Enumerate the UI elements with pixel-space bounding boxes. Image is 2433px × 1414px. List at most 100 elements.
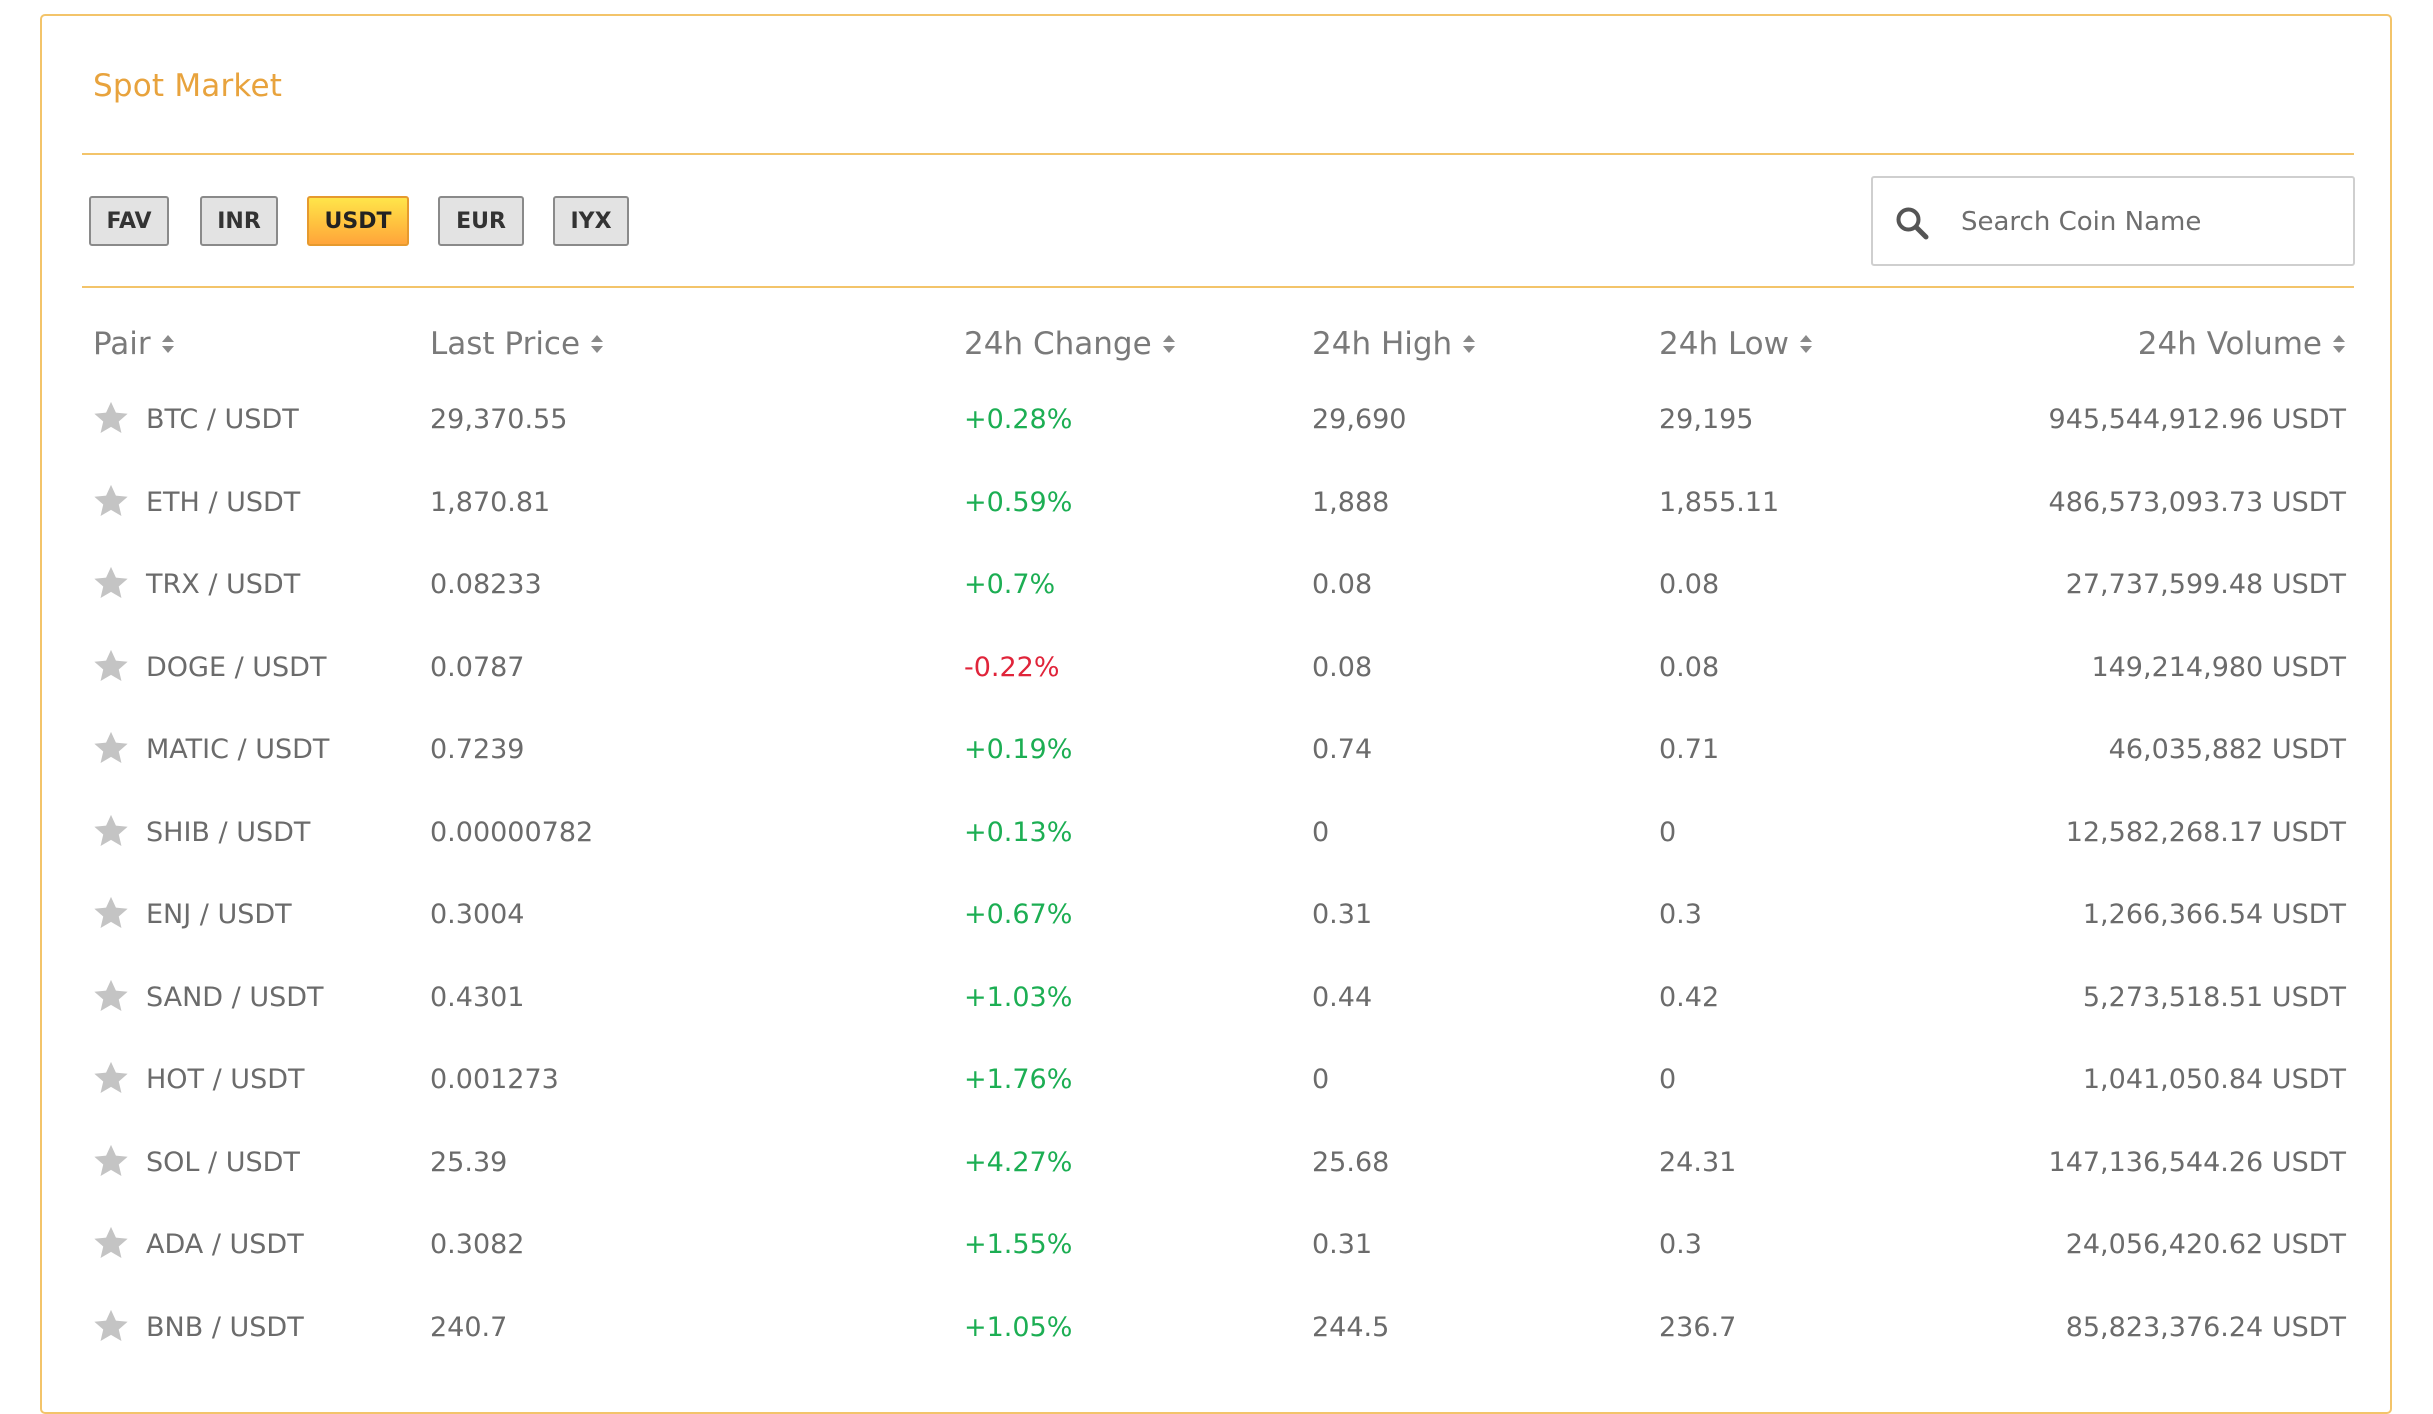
high-24h: 0 — [1312, 816, 1330, 848]
sort-icon — [161, 335, 174, 353]
high-24h: 0 — [1312, 1064, 1330, 1095]
column-header-24h-high[interactable]: 24h High — [1312, 326, 1476, 362]
favorite-star-icon[interactable] — [92, 1224, 130, 1262]
spot-market-panel: Spot Market FAV INR USDT EUR IYX Pair La… — [40, 14, 2392, 1414]
column-header-label: 24h Change — [964, 326, 1152, 362]
favorite-star-icon[interactable] — [92, 1307, 130, 1345]
pair-name[interactable]: ETH / USDT — [146, 486, 301, 518]
column-header-pair[interactable]: Pair — [93, 326, 175, 362]
sort-icon — [1800, 335, 1812, 353]
favorite-star-icon[interactable] — [92, 1059, 130, 1097]
pair-name[interactable]: BTC / USDT — [146, 404, 299, 435]
high-24h: 244.5 — [1312, 1311, 1390, 1343]
table-row[interactable]: DOGE / USDT 0.0787 -0.22% 0.08 0.08 149,… — [42, 649, 2394, 735]
low-24h: 1,855.11 — [1659, 486, 1780, 518]
volume-24h: 24,056,420.62 USDT — [2065, 1229, 2346, 1260]
column-header-label: 24h High — [1312, 326, 1453, 362]
sort-icon — [2333, 335, 2345, 353]
pair-name[interactable]: SAND / USDT — [146, 981, 324, 1013]
change-24h: +1.76% — [964, 1064, 1073, 1095]
last-price: 0.00000782 — [430, 816, 594, 848]
favorite-star-icon[interactable] — [92, 564, 130, 602]
column-header-last-price[interactable]: Last Price — [430, 326, 604, 362]
last-price: 0.4301 — [430, 981, 525, 1013]
sort-icon — [1463, 335, 1476, 353]
pair-name[interactable]: MATIC / USDT — [146, 734, 330, 765]
tab-fav[interactable]: FAV — [89, 196, 169, 246]
tab-iyx[interactable]: IYX — [553, 196, 629, 246]
tab-usdt[interactable]: USDT — [307, 196, 409, 246]
pair-name[interactable]: SHIB / USDT — [146, 816, 311, 848]
volume-24h: 12,582,268.17 USDT — [2065, 816, 2346, 848]
column-header-label: Last Price — [430, 326, 581, 362]
volume-24h: 46,035,882 USDT — [2108, 734, 2346, 765]
pair-name[interactable]: ENJ / USDT — [146, 899, 292, 930]
table-row[interactable]: BTC / USDT 29,370.55 +0.28% 29,690 29,19… — [42, 401, 2394, 487]
pair-name[interactable]: TRX / USDT — [146, 569, 301, 600]
favorite-star-icon[interactable] — [92, 729, 130, 767]
change-24h: +0.13% — [964, 816, 1073, 848]
favorite-star-icon[interactable] — [92, 977, 130, 1015]
change-24h: +0.67% — [964, 899, 1073, 930]
last-price: 1,870.81 — [430, 486, 551, 518]
change-24h: +1.05% — [964, 1311, 1073, 1343]
table-row[interactable]: TRX / USDT 0.08233 +0.7% 0.08 0.08 27,73… — [42, 566, 2394, 652]
table-row[interactable]: BNB / USDT 240.7 +1.05% 244.5 236.7 85,8… — [42, 1309, 2394, 1395]
high-24h: 25.68 — [1312, 1146, 1390, 1178]
volume-24h: 486,573,093.73 USDT — [2048, 486, 2346, 518]
last-price: 0.001273 — [430, 1064, 559, 1095]
high-24h: 0.74 — [1312, 734, 1373, 765]
search-icon[interactable] — [1895, 206, 1929, 240]
favorite-star-icon[interactable] — [92, 1142, 130, 1180]
table-row[interactable]: SHIB / USDT 0.00000782 +0.13% 0 0 12,582… — [42, 814, 2394, 900]
low-24h: 0.3 — [1659, 899, 1702, 930]
table-row[interactable]: HOT / USDT 0.001273 +1.76% 0 0 1,041,050… — [42, 1061, 2394, 1147]
table-row[interactable]: ENJ / USDT 0.3004 +0.67% 0.31 0.3 1,266,… — [42, 896, 2394, 982]
tab-inr[interactable]: INR — [200, 196, 278, 246]
search-input[interactable] — [1959, 198, 2333, 246]
toolbar-divider — [82, 286, 2354, 288]
pair-name[interactable]: ADA / USDT — [146, 1229, 304, 1260]
change-24h: +0.59% — [964, 486, 1073, 518]
favorite-star-icon[interactable] — [92, 647, 130, 685]
last-price: 0.3004 — [430, 899, 525, 930]
favorite-star-icon[interactable] — [92, 894, 130, 932]
column-header-label: Pair — [93, 326, 151, 362]
favorite-star-icon[interactable] — [92, 399, 130, 437]
last-price: 0.7239 — [430, 734, 525, 765]
favorite-star-icon[interactable] — [92, 812, 130, 850]
low-24h: 24.31 — [1659, 1146, 1737, 1178]
pair-name[interactable]: HOT / USDT — [146, 1064, 305, 1095]
table-row[interactable]: MATIC / USDT 0.7239 +0.19% 0.74 0.71 46,… — [42, 731, 2394, 817]
low-24h: 0.08 — [1659, 651, 1720, 683]
low-24h: 0 — [1659, 816, 1677, 848]
low-24h: 0.42 — [1659, 981, 1720, 1013]
column-header-24h-volume[interactable]: 24h Volume — [2138, 326, 2346, 362]
pair-name[interactable]: DOGE / USDT — [146, 651, 327, 683]
low-24h: 29,195 — [1659, 404, 1754, 435]
volume-24h: 85,823,376.24 USDT — [2065, 1311, 2346, 1343]
pair-name[interactable]: SOL / USDT — [146, 1146, 300, 1178]
table-row[interactable]: SOL / USDT 25.39 +4.27% 25.68 24.31 147,… — [42, 1144, 2394, 1230]
last-price: 0.08233 — [430, 569, 542, 600]
high-24h: 1,888 — [1312, 486, 1390, 518]
high-24h: 0.08 — [1312, 651, 1373, 683]
table-row[interactable]: ADA / USDT 0.3082 +1.55% 0.31 0.3 24,056… — [42, 1226, 2394, 1312]
tab-eur[interactable]: EUR — [438, 196, 524, 246]
change-24h: +0.7% — [964, 569, 1056, 600]
high-24h: 29,690 — [1312, 404, 1407, 435]
high-24h: 0.31 — [1312, 899, 1373, 930]
last-price: 25.39 — [430, 1146, 508, 1178]
volume-24h: 1,041,050.84 USDT — [2082, 1064, 2346, 1095]
table-row[interactable]: ETH / USDT 1,870.81 +0.59% 1,888 1,855.1… — [42, 484, 2394, 570]
column-header-label: 24h Low — [1659, 326, 1789, 362]
column-header-24h-change[interactable]: 24h Change — [964, 326, 1176, 362]
favorite-star-icon[interactable] — [92, 482, 130, 520]
table-row[interactable]: SAND / USDT 0.4301 +1.03% 0.44 0.42 5,27… — [42, 979, 2394, 1065]
column-header-24h-low[interactable]: 24h Low — [1659, 326, 1813, 362]
last-price: 0.0787 — [430, 651, 525, 683]
low-24h: 0.71 — [1659, 734, 1720, 765]
pair-name[interactable]: BNB / USDT — [146, 1311, 304, 1343]
volume-24h: 945,544,912.96 USDT — [2048, 404, 2346, 435]
last-price: 29,370.55 — [430, 404, 568, 435]
